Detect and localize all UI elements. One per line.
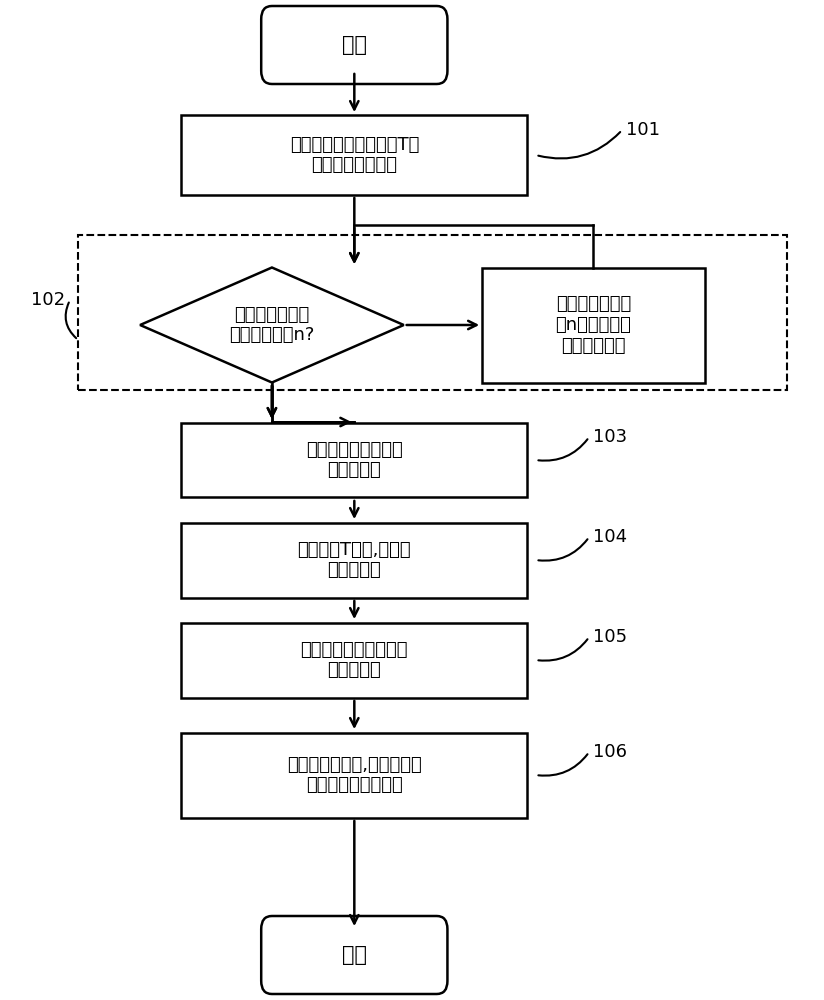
Text: 103: 103	[593, 428, 627, 446]
Text: 是否所有子区域
内部点数小于n?: 是否所有子区域 内部点数小于n?	[229, 306, 315, 344]
Bar	[181, 522, 527, 597]
Bar	[181, 622, 527, 698]
Text: 计算每个子区域的局
部光顺因子: 计算每个子区域的局 部光顺因子	[306, 441, 403, 479]
Bar	[181, 732, 527, 818]
Text: 104: 104	[593, 528, 627, 546]
Polygon shape	[140, 267, 404, 382]
Text: 构造扩展T网格,布置光
顺性检验点: 构造扩展T网格,布置光 顺性检验点	[297, 541, 411, 579]
Bar	[78, 235, 787, 390]
FancyBboxPatch shape	[261, 916, 447, 994]
Text: 105: 105	[593, 628, 627, 646]
Text: 102: 102	[30, 291, 65, 309]
Text: 导入参数化三角网格和T网
格，设定算法参数: 导入参数化三角网格和T网 格，设定算法参数	[289, 136, 419, 174]
Bar	[482, 267, 705, 382]
Text: 101: 101	[626, 121, 660, 139]
Bar	[181, 422, 527, 497]
Text: 结束: 结束	[342, 945, 367, 965]
Text: 计算每个光顺性检验点
的光顺权重: 计算每个光顺性检验点 的光顺权重	[301, 641, 408, 679]
FancyBboxPatch shape	[261, 6, 447, 84]
Text: 106: 106	[593, 743, 627, 761]
Text: 构建拟合方程组,求最小二乘
解获得曲面拟合结果: 构建拟合方程组,求最小二乘 解获得曲面拟合结果	[287, 756, 422, 794]
Bar	[181, 115, 527, 195]
Text: 对内部顶点数多
于n的子区域进
行四叉树细分: 对内部顶点数多 于n的子区域进 行四叉树细分	[555, 295, 631, 355]
Text: 开始: 开始	[342, 35, 367, 55]
